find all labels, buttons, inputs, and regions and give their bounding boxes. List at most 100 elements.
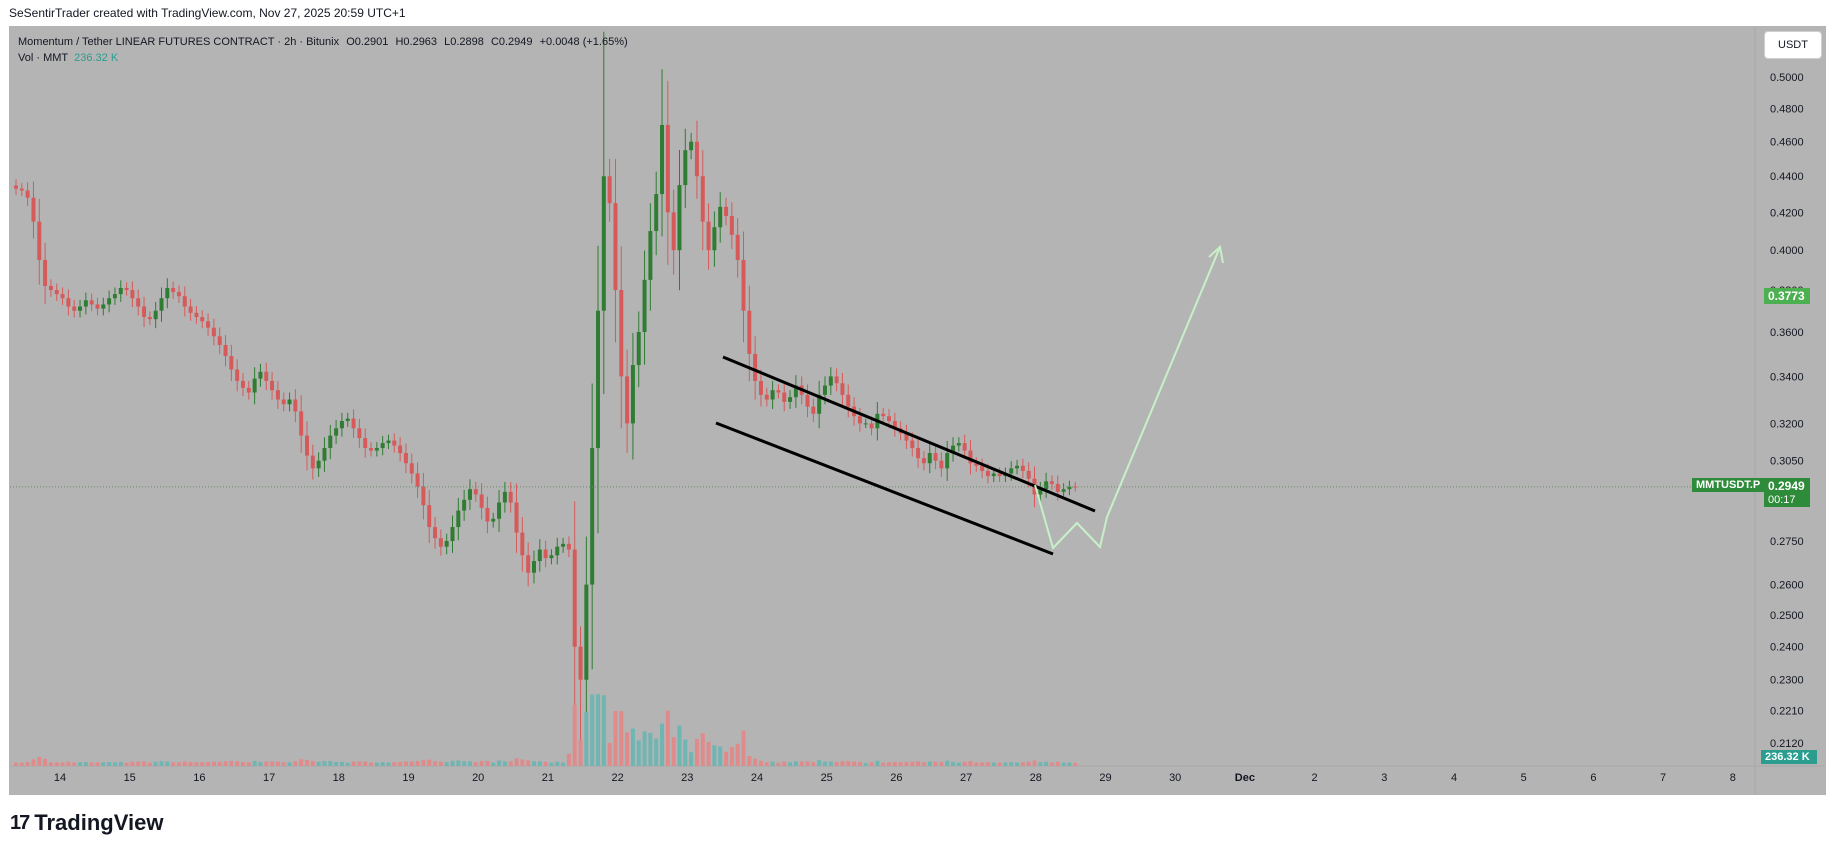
volume-bar (398, 761, 403, 766)
volume-value: 236.32 K (74, 52, 119, 64)
volume-bar (316, 761, 321, 766)
volume-bar (799, 761, 804, 766)
x-tick-label: 28 (1030, 772, 1042, 784)
volume-bar (805, 761, 810, 766)
volume-bar (433, 761, 438, 766)
volume-bar (159, 761, 164, 766)
volume-bar (72, 762, 77, 766)
volume-bar (636, 740, 641, 766)
volume-bar (1049, 762, 1054, 766)
x-tick-label: 25 (821, 772, 833, 784)
volume-bar (1003, 762, 1008, 766)
candle-body (968, 450, 973, 464)
candle-body (531, 561, 536, 573)
y-tick-label: 0.3400 (1770, 371, 1804, 383)
y-tick-label: 0.2300 (1770, 675, 1804, 687)
volume-bar (665, 710, 670, 766)
x-tick-label: 24 (751, 772, 763, 784)
volume-bar (613, 710, 618, 766)
tradingview-logo[interactable]: 17 TradingView (10, 810, 163, 836)
candle-body (363, 438, 368, 449)
candle-body (14, 185, 18, 189)
volume-bar (66, 761, 71, 766)
candle-body (694, 141, 699, 177)
volume-bar (1026, 761, 1031, 766)
volume-bar (357, 761, 362, 766)
volume-bar (322, 761, 327, 766)
volume-bar (165, 761, 170, 766)
candle-body (729, 216, 734, 235)
candle-body (403, 453, 408, 464)
candle-body (78, 306, 83, 311)
volume-bar (962, 761, 967, 766)
tradingview-brand: TradingView (34, 810, 164, 835)
candle-body (19, 188, 24, 191)
volume-bar (1020, 762, 1025, 766)
candle-body (112, 294, 117, 299)
volume-bar (654, 738, 659, 766)
candle-body (188, 306, 193, 313)
volume-bar (898, 762, 903, 766)
candle-body (805, 394, 810, 407)
volume-bar (706, 742, 711, 766)
volume-bar (817, 760, 822, 766)
candle-body (316, 460, 321, 469)
price-chart[interactable]: 14 15 16 17 18 19 20 21 22 23 24 25 26 27 28 29 30 Dec 2 3 4… (10, 27, 1825, 794)
volume-bar (526, 760, 531, 766)
volume-bar (578, 739, 583, 766)
candle-body (409, 463, 414, 474)
volume-bar (916, 761, 921, 766)
candle-body (235, 369, 240, 381)
volume-bar (584, 712, 589, 766)
volume-bar (363, 761, 368, 766)
x-tick-label: 22 (611, 772, 623, 784)
chart-area[interactable]: 14 15 16 17 18 19 20 21 22 23 24 25 26 27 28 29 30 Dec 2 3 4… (9, 26, 1826, 795)
volume-bar (514, 758, 519, 766)
volume-bar (683, 739, 688, 766)
x-tick-label: 29 (1099, 772, 1111, 784)
candle-body (916, 448, 921, 459)
low-value: L0.2898 (444, 36, 484, 48)
volume-bar (625, 732, 630, 766)
volume-bar (869, 762, 874, 766)
volume-bar (31, 759, 36, 766)
candle-body (822, 385, 827, 395)
volume-bar (951, 761, 956, 766)
volume-bar (1015, 762, 1020, 766)
volume-bar (252, 760, 257, 766)
candle-body (660, 125, 665, 195)
candle-body (171, 287, 176, 293)
volume-bar (596, 694, 600, 766)
volume-bar (729, 746, 734, 766)
x-tick-label: 3 (1381, 772, 1387, 784)
volume-bar (543, 761, 548, 766)
candle-body (142, 306, 147, 318)
y-tick-label: 0.2210 (1770, 706, 1804, 718)
y-tick-label: 0.2120 (1770, 738, 1804, 750)
volume-bar (601, 695, 606, 766)
currency-button[interactable]: USDT (1764, 31, 1822, 59)
volume-bar (223, 761, 228, 766)
volume-bar (747, 756, 752, 766)
y-tick-label: 0.5000 (1770, 72, 1804, 84)
volume-bar (968, 761, 973, 766)
candle-body (636, 331, 641, 366)
candle-body (718, 206, 723, 228)
volume-bar (136, 761, 141, 766)
candle-body (677, 185, 682, 251)
volume-bar (264, 761, 269, 766)
volume-bar (444, 762, 449, 766)
candle-body (724, 206, 729, 217)
volume-bar (171, 762, 176, 766)
volume-bar (351, 761, 356, 766)
candle-body (182, 296, 187, 307)
candle-body (95, 304, 100, 309)
volume-bar (811, 761, 816, 766)
channel-lower-line (715, 421, 1054, 556)
volume-bar (758, 760, 763, 766)
volume-bar (927, 761, 932, 766)
candle-body (683, 150, 688, 186)
candle-body (147, 317, 152, 320)
candle-body (596, 310, 600, 449)
volume-legend: Vol · MMT 236.32 K (18, 52, 118, 64)
